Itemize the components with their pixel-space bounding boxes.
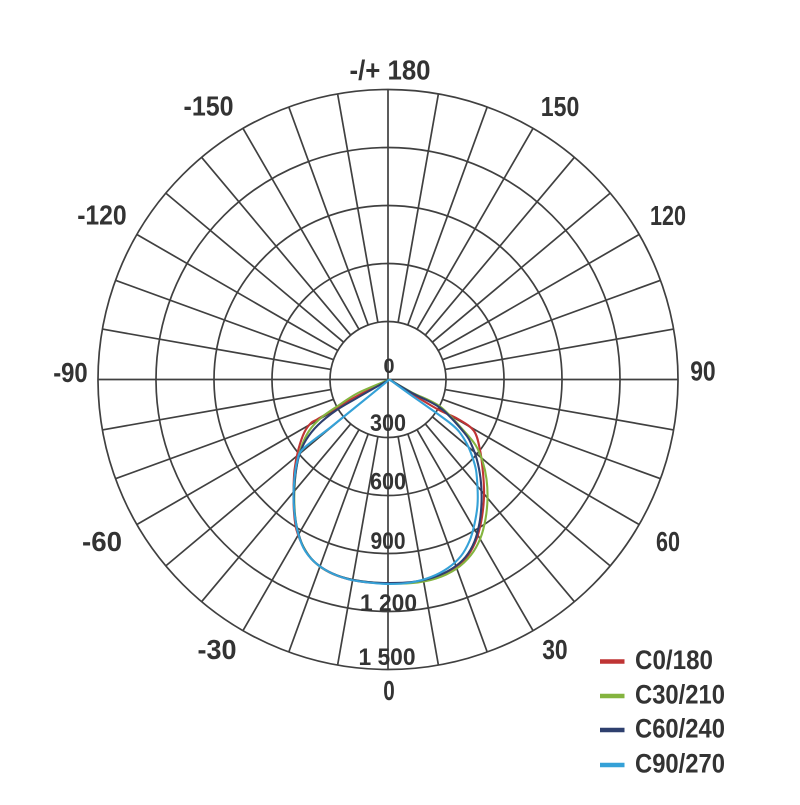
svg-text:-30: -30: [198, 634, 237, 665]
svg-text:-/+ 180: -/+ 180: [350, 55, 431, 86]
svg-text:0: 0: [383, 675, 395, 706]
svg-text:1 500: 1 500: [359, 644, 416, 671]
svg-text:900: 900: [371, 528, 406, 555]
svg-text:120: 120: [650, 200, 686, 231]
svg-text:300: 300: [370, 410, 406, 437]
svg-text:30: 30: [542, 634, 568, 665]
svg-text:-90: -90: [53, 357, 87, 388]
svg-text:-150: -150: [184, 91, 234, 122]
svg-text:C60/240: C60/240: [635, 714, 725, 744]
svg-text:1 200: 1 200: [360, 590, 417, 617]
svg-text:C0/180: C0/180: [635, 645, 713, 675]
svg-text:-120: -120: [77, 200, 127, 231]
svg-text:C90/270: C90/270: [635, 749, 725, 779]
svg-text:C30/210: C30/210: [635, 680, 725, 710]
svg-text:-60: -60: [82, 526, 122, 557]
svg-text:90: 90: [690, 356, 716, 387]
svg-text:0: 0: [384, 355, 395, 378]
svg-text:60: 60: [656, 526, 680, 557]
svg-text:600: 600: [370, 469, 406, 496]
svg-text:150: 150: [541, 91, 580, 122]
